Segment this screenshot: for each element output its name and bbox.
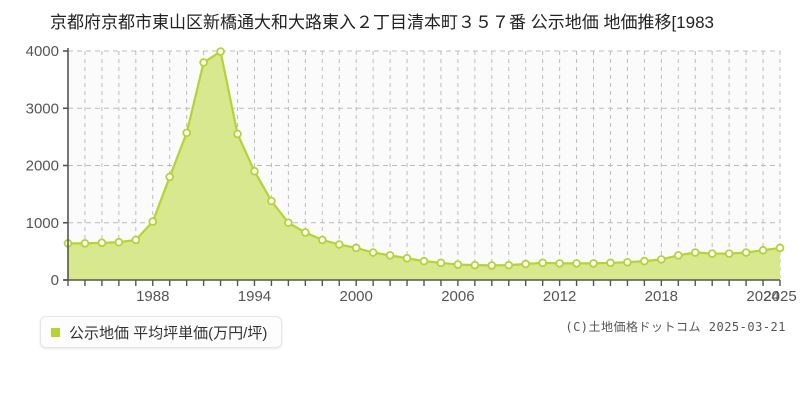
area-fill [68, 51, 780, 280]
legend: 公示地価 平均坪単価(万円/坪) [40, 316, 283, 348]
svg-text:1994: 1994 [238, 288, 271, 305]
data-markers [63, 47, 785, 270]
legend-swatch-icon [51, 327, 60, 337]
svg-text:2024: 2024 [746, 288, 779, 305]
svg-text:1988: 1988 [136, 288, 169, 305]
svg-text:0: 0 [51, 272, 59, 289]
svg-text:2000: 2000 [340, 288, 373, 305]
svg-text:2012: 2012 [543, 288, 576, 305]
svg-text:2018: 2018 [645, 288, 678, 305]
axes [63, 48, 781, 286]
page-title: 京都府京都市東山区新橋通大和大路東入２丁目清本町３５７番 公示地価 地価推移[1… [50, 13, 714, 32]
svg-text:1000: 1000 [26, 215, 59, 232]
legend-label: 公示地価 平均坪単価(万円/坪) [69, 324, 268, 342]
svg-text:3000: 3000 [26, 100, 59, 117]
svg-text:2000: 2000 [26, 158, 59, 175]
svg-text:2025: 2025 [763, 288, 796, 305]
svg-text:2006: 2006 [441, 288, 474, 305]
y-axis-tick-labels: 0 1000 2000 3000 4000 [26, 43, 59, 289]
gridlines [67, 50, 781, 280]
credit-text: (C)土地価格ドットコム 2025-03-21 [565, 320, 786, 334]
svg-text:4000: 4000 [26, 43, 59, 60]
